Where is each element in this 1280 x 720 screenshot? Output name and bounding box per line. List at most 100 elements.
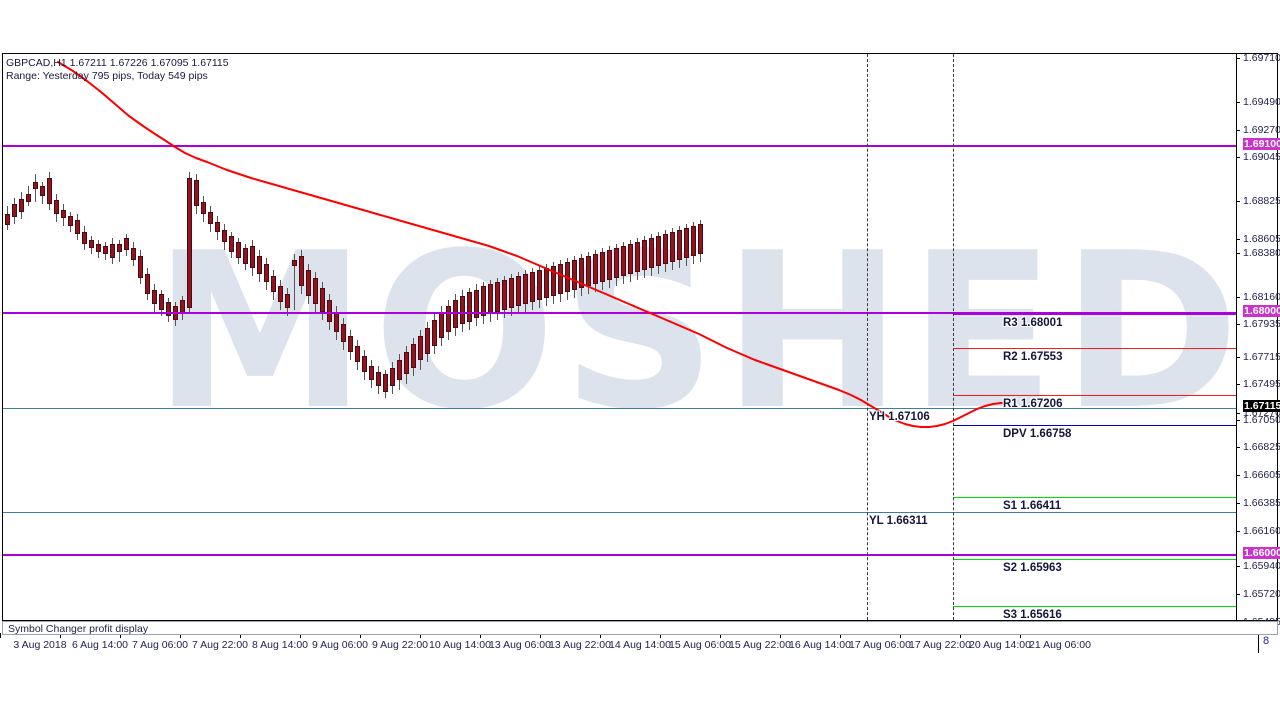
candle-body [278,286,283,302]
status-bar: Symbol Changer profit display [2,621,1278,635]
level-label-s3: S3 1.65616 [1003,609,1062,620]
price-tick [1236,253,1240,254]
price-tick [1236,503,1240,504]
chart-frame[interactable]: MOSHED R3 1.68001 R2 1.67553 R1 1.67206 DPV… [2,53,1278,621]
time-axis-label: 7 Aug 06:00 [131,639,189,651]
candle-body [621,246,626,276]
price-axis-label: 1.67935 [1243,318,1280,330]
time-tick [540,633,541,638]
level-line-yl [3,512,1237,513]
level-label-s1: S1 1.66411 [1003,500,1062,512]
price-axis-label: 1.69045 [1243,151,1280,163]
candle-body [516,276,521,306]
candle-body [229,236,234,252]
time-axis-label: 6 Aug 14:00 [71,639,129,651]
candle-body [47,178,52,204]
candle-body [117,244,122,252]
candle-body [299,256,304,286]
level-line-r1 [953,395,1237,396]
price-axis[interactable]: 1.69710 1.69490 1.69270 1.69100 1.69045 1.688… [1236,52,1280,628]
current-price-tag: 1.67115 [1243,400,1280,412]
chart-corner-badge[interactable]: 8 [1258,635,1278,653]
time-tick [660,633,661,638]
time-axis-label: 16 Aug 14:00 [789,639,851,651]
price-axis-line [1236,53,1237,621]
time-axis[interactable]: 3 Aug 2018 6 Aug 14:00 7 Aug 06:00 7 Aug 22… [0,633,1278,655]
level-label-dpv: DPV 1.66758 [1003,428,1072,440]
price-tick [1236,420,1240,421]
candle-body [355,346,360,362]
candle-body [348,336,353,352]
candle-body [285,294,290,308]
candle-body [565,262,570,292]
candle-body [579,258,584,288]
time-tick [720,633,721,638]
candle-body [551,266,556,296]
candle-body [40,186,45,196]
time-axis-label: 7 Aug 22:00 [191,639,249,651]
price-tick [1236,157,1240,158]
candle-body [257,256,262,274]
candle-body [404,352,409,374]
candle-body [124,238,129,250]
level-line-s3 [953,606,1237,607]
price-tick [1236,447,1240,448]
session-divider-1 [867,54,868,620]
price-axis-label: 1.68825 [1243,195,1280,207]
candle-body [439,312,444,338]
candle-body [376,372,381,386]
candle-body [383,374,388,392]
candle-body [544,268,549,298]
price-axis-label: 1.68380 [1243,247,1280,259]
price-tick [1236,413,1240,414]
candle-body [208,212,213,224]
price-tick [1236,324,1240,325]
candle-body [467,292,472,322]
candle-body [614,248,619,278]
candle-body [502,280,507,310]
price-tick [1236,566,1240,567]
level-line-r3 [953,314,1237,315]
time-tick [420,633,421,638]
level-line-s1 [953,497,1237,498]
candle-body [313,278,318,304]
candle-body [558,264,563,294]
candle-body [397,360,402,380]
candle-body [222,230,227,242]
candle-body [26,194,31,202]
candle-body [201,202,206,214]
time-axis-label: 13 Aug 22:00 [549,639,611,651]
time-tick [1020,633,1021,638]
time-axis-label: 15 Aug 06:00 [669,639,731,651]
level-label-r3: R3 1.68001 [1003,317,1063,329]
candle-body [5,214,10,225]
candle-body [488,284,493,314]
candle-body [89,240,94,248]
candle-body [586,256,591,286]
candle-body [656,236,661,266]
candle-body [292,260,297,266]
chart-plot-area[interactable]: MOSHED R3 1.68001 R2 1.67553 R1 1.67206 DPV… [3,54,1237,620]
candle-body [453,300,458,328]
candle-body [572,260,577,290]
candle-body [138,256,143,278]
time-axis-label: 15 Aug 22:00 [729,639,791,651]
price-tick [1236,475,1240,476]
candle-body [306,270,311,296]
candle-body [236,242,241,258]
price-tick [1236,130,1240,131]
time-tick [180,633,181,638]
candle-body [96,244,101,252]
candle-body [649,238,654,268]
candle-body [677,230,682,260]
candle-body [194,180,199,206]
quote-ohlc-line: GBPCAD,H1 1.67211 1.67226 1.67095 1.6711… [6,57,229,69]
price-axis-label: 1.66160 [1243,525,1280,537]
candle-body [152,290,157,304]
price-axis-label: 1.65720 [1243,588,1280,600]
candle-body [495,282,500,312]
candle-body [187,178,192,308]
price-axis-label: 1.66825 [1243,441,1280,453]
level-label-r1: R1 1.67206 [1003,398,1063,410]
level-label-yh: YH 1.67106 [869,411,930,423]
